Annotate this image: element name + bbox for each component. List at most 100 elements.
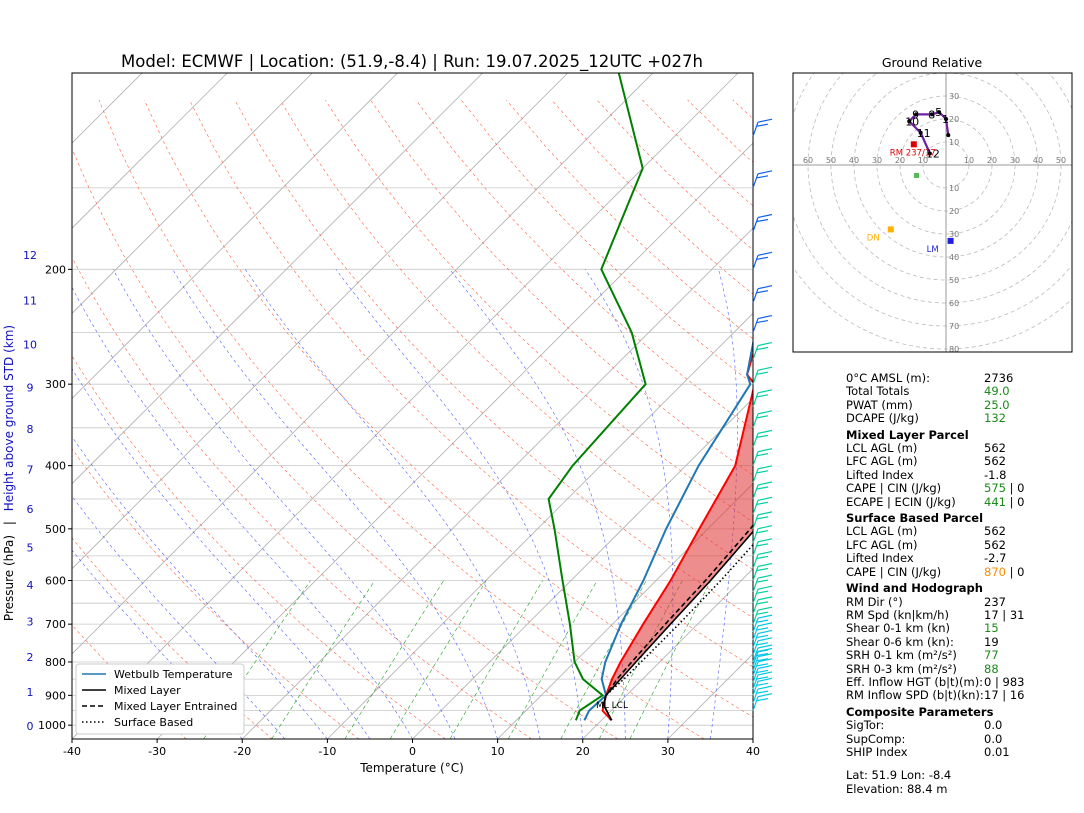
sb-cin-value: 0 xyxy=(1017,564,1025,579)
hodograph-u-label: 50 xyxy=(826,156,836,165)
hodograph-height-label: 9 xyxy=(912,108,919,121)
wind-barb-shaft xyxy=(752,173,759,189)
stat-row-ml-ecape: ECAPE | ECIN (J/kg) 441 | 0 xyxy=(846,494,1076,509)
wind-barb-shaft xyxy=(752,500,759,515)
stat-row-supcomp: SupComp: 0.0 xyxy=(846,731,1076,746)
stat-row-sb-cape: CAPE | CIN (J/kg) 870 | 0 xyxy=(846,564,1076,579)
stat-row-ml-lfc: LFC AGL (m) 562 xyxy=(846,455,1076,469)
x-tick-label: -30 xyxy=(148,745,166,758)
y-axis-label-separator: | xyxy=(2,521,16,525)
stat-label: CAPE | CIN (J/kg) xyxy=(846,564,942,579)
wind-barb-shaft xyxy=(752,617,759,633)
x-tick-label: -10 xyxy=(318,745,336,758)
stat-label: PWAT (mm) xyxy=(846,397,913,412)
stat-label: Shear 0-1 km (kn) xyxy=(846,621,950,636)
stat-value: 0.0 xyxy=(984,731,1003,746)
hodograph-u-label: 60 xyxy=(803,156,813,165)
x-tick-label: -20 xyxy=(233,745,251,758)
stat-label: Lifted Index xyxy=(846,467,914,482)
hodograph-v-label: 20 xyxy=(949,207,959,216)
wind-barb-shaft xyxy=(752,577,759,593)
wind-barb-flag xyxy=(757,653,773,658)
isotherm-line xyxy=(72,73,143,144)
series-temperature-line xyxy=(601,350,753,721)
hodograph-v-label: 10 xyxy=(949,184,959,193)
legend: Wetbulb Temperature Mixed Layer Mixed La… xyxy=(75,663,245,735)
wind-barb-flag xyxy=(757,213,773,219)
moist-adiabat-line xyxy=(335,269,584,739)
wind-barb-flag xyxy=(757,614,773,619)
dry-adiabat-line xyxy=(72,624,187,739)
wind-barb-flag xyxy=(757,693,773,698)
x-tick-label: 10 xyxy=(491,745,505,758)
hodograph-point xyxy=(944,117,948,121)
wind-barb-flag xyxy=(756,319,769,324)
x-axis-label: Temperature (°C) xyxy=(359,761,464,775)
skew-t-axes: -40 -30 -20 -10 0 10 20 30 402003004005006007008… xyxy=(23,249,760,758)
stat-label: LCL AGL (m) xyxy=(846,441,918,456)
stat-label: LCL AGL (m) xyxy=(846,524,918,539)
y-axis-label-pressure: Pressure (hPa) xyxy=(2,535,16,621)
height-tick-label: 4 xyxy=(27,579,34,592)
stat-label: Lifted Index xyxy=(846,551,914,566)
hodograph-v-label: 40 xyxy=(949,253,959,262)
wind-barb-flag xyxy=(756,642,769,646)
wind-barb-shaft xyxy=(752,609,759,625)
dry-adiabat-line xyxy=(72,148,618,739)
stat-value: 0.01 xyxy=(984,744,1010,759)
isotherm-line xyxy=(72,73,313,314)
stats-panel: 0°C AMSL (m): 2736 Total Totals 49.0 PWAT … xyxy=(846,371,1076,759)
hodograph-point xyxy=(914,112,919,117)
wind-barb-flag xyxy=(757,511,773,516)
wind-barb-shaft xyxy=(752,640,759,656)
height-tick-label: 5 xyxy=(27,541,34,554)
stat-label: CAPE | CIN (J/kg) xyxy=(846,481,942,496)
wind-barb-flag xyxy=(756,543,769,547)
wind-barb-flag xyxy=(757,481,773,486)
hodograph-height-label: 8 xyxy=(928,108,935,121)
stat-label: 0°C AMSL (m): xyxy=(846,371,930,385)
height-tick-label: 3 xyxy=(27,615,34,628)
hodograph-height-label: 5 xyxy=(935,106,942,119)
wind-barb-flag xyxy=(756,601,769,605)
stat-row-sigtor: SigTor: 0.0 xyxy=(846,718,1076,732)
wind-barb-shaft xyxy=(752,588,759,604)
wind-barb-flag xyxy=(757,685,773,690)
hodograph-point xyxy=(946,133,951,138)
wind-barb-shaft xyxy=(752,566,759,581)
moist-adiabat-line xyxy=(752,737,753,739)
wind-barb-flag xyxy=(757,496,773,501)
stat-row-sb-lfc: LFC AGL (m) 562 xyxy=(846,538,1076,552)
stat-row-rm-dir: RM Dir (°) 237 xyxy=(846,595,1076,609)
hodograph-point xyxy=(930,112,935,117)
wind-barb-flag xyxy=(757,366,773,371)
stat-value: 17 | 16 xyxy=(984,688,1025,703)
ml-ecin-value: 0 xyxy=(1017,494,1025,509)
wind-barb-flag xyxy=(756,555,769,560)
legend-mixed-label: Mixed Layer xyxy=(114,684,181,697)
stat-value: 2736 xyxy=(984,371,1014,385)
mixing-ratio-line xyxy=(344,580,444,739)
wind-barb-flag xyxy=(756,634,769,639)
location-footer: Lat: 51.9 Lon: -8.4 Elevation: 88.4 m xyxy=(846,768,951,796)
skew-t-background-lines xyxy=(72,73,753,739)
pressure-tick-label: 700 xyxy=(45,618,66,631)
hodograph-u-label: 10 xyxy=(918,156,928,165)
dry-adiabat-line xyxy=(72,448,360,739)
series-dewpoint-line xyxy=(547,73,647,721)
legend-entrained-label: Mixed Layer Entrained xyxy=(114,700,237,713)
stat-row-ml-cape: CAPE | CIN (J/kg) 575 | 0 xyxy=(846,481,1076,496)
wind-barb-shaft xyxy=(752,484,759,500)
wind-barb-shaft xyxy=(752,625,759,641)
sounding-profiles xyxy=(547,73,753,721)
stat-value: 870 | 0 xyxy=(984,564,1025,579)
hodograph-point xyxy=(907,119,912,124)
wind-barb-flag xyxy=(756,218,769,223)
hodograph-ring xyxy=(793,266,1072,350)
moist-adiabat-line xyxy=(72,495,286,739)
wind-barb-flag xyxy=(756,611,769,615)
legend-wetbulb-label: Wetbulb Temperature xyxy=(114,668,233,681)
moist-adiabat-line xyxy=(245,269,541,739)
wind-barb-flag xyxy=(756,676,769,680)
isotherm-line xyxy=(72,73,398,400)
